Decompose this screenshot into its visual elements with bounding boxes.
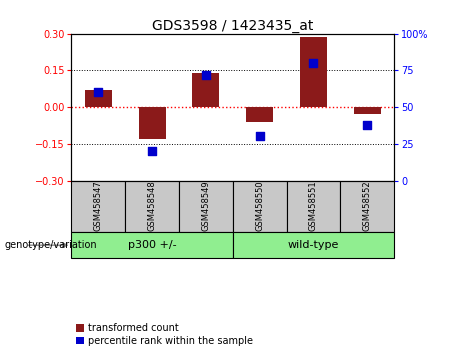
- Point: [202, 72, 210, 78]
- Point: [95, 90, 102, 95]
- Point: [256, 134, 263, 139]
- Bar: [71, 181, 125, 232]
- Bar: [179, 181, 233, 232]
- Point: [148, 148, 156, 154]
- Text: GSM458549: GSM458549: [201, 180, 210, 230]
- Text: GSM458550: GSM458550: [255, 180, 264, 230]
- Legend: transformed count, percentile rank within the sample: transformed count, percentile rank withi…: [77, 323, 253, 346]
- Bar: [71, 232, 233, 258]
- Bar: [340, 181, 394, 232]
- Bar: [85, 90, 112, 107]
- Text: wild-type: wild-type: [288, 240, 339, 250]
- Bar: [233, 181, 287, 232]
- Bar: [300, 37, 327, 107]
- Bar: [233, 232, 394, 258]
- Bar: [246, 107, 273, 122]
- Bar: [354, 107, 381, 114]
- Bar: [125, 181, 179, 232]
- Text: GSM458548: GSM458548: [148, 180, 157, 230]
- Bar: [287, 181, 340, 232]
- Text: GSM458552: GSM458552: [363, 180, 372, 230]
- Text: p300 +/-: p300 +/-: [128, 240, 177, 250]
- Point: [364, 122, 371, 127]
- Text: GSM458547: GSM458547: [94, 180, 103, 230]
- Bar: [139, 107, 165, 139]
- Point: [310, 60, 317, 66]
- Text: GSM458551: GSM458551: [309, 180, 318, 230]
- Bar: [193, 73, 219, 107]
- Title: GDS3598 / 1423435_at: GDS3598 / 1423435_at: [152, 19, 313, 33]
- Text: genotype/variation: genotype/variation: [5, 240, 97, 250]
